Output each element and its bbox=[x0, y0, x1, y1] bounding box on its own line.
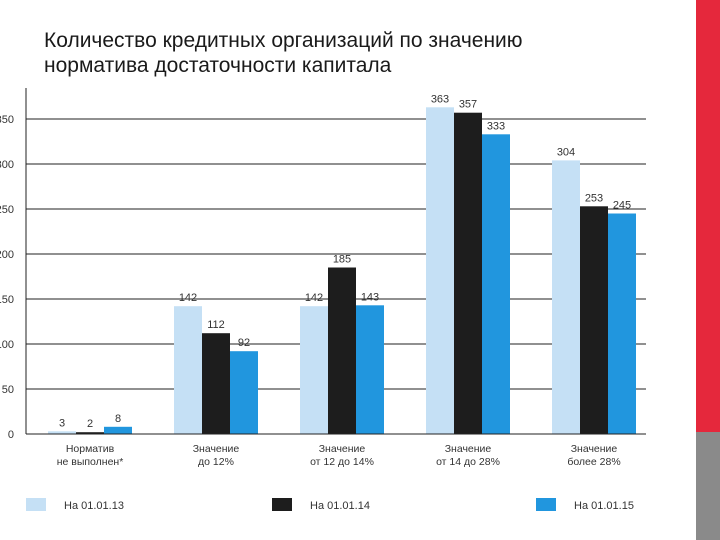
legend-label-1: На 01.01.13 bbox=[64, 500, 124, 512]
bar-3-1 bbox=[300, 306, 328, 434]
bar-2-3 bbox=[230, 351, 258, 434]
y-tick-label-150: 150 bbox=[0, 294, 14, 306]
y-tick-label-350: 350 bbox=[0, 114, 14, 126]
value-label-4-1: 363 bbox=[431, 93, 449, 105]
y-tick-label-100: 100 bbox=[0, 339, 14, 351]
value-label-4-3: 333 bbox=[487, 120, 505, 132]
bars bbox=[48, 107, 636, 435]
bar-4-3 bbox=[482, 134, 510, 435]
side-accent-red bbox=[696, 0, 720, 432]
value-label-2-2: 112 bbox=[207, 319, 225, 331]
value-label-5-3: 245 bbox=[613, 200, 631, 212]
y-tick-label-50: 50 bbox=[2, 384, 14, 396]
legend-swatch-2 bbox=[272, 498, 292, 511]
legend-label-2: На 01.01.14 bbox=[310, 500, 370, 512]
y-tick-label-300: 300 bbox=[0, 159, 14, 171]
category-label-2-line-2: до 12% bbox=[198, 456, 234, 468]
y-tick-label-0: 0 bbox=[8, 429, 14, 441]
value-label-4-2: 357 bbox=[459, 99, 477, 111]
category-label-4-line-2: от 14 до 28% bbox=[436, 456, 500, 468]
y-tick-label-200: 200 bbox=[0, 249, 14, 261]
value-label-2-1: 142 bbox=[179, 292, 197, 304]
bar-4-2 bbox=[454, 112, 482, 434]
bar-3-3 bbox=[356, 305, 384, 434]
page-title-line-1: Количество кредитных организаций по знач… bbox=[44, 29, 523, 52]
bar-4-1 bbox=[426, 107, 454, 435]
bar-5-2 bbox=[580, 206, 608, 434]
category-label-5-line-1: Значение bbox=[571, 443, 618, 455]
category-label-1-line-2: не выполнен* bbox=[57, 456, 124, 468]
category-label-1-line-1: Норматив bbox=[66, 443, 115, 455]
value-label-3-2: 185 bbox=[333, 254, 351, 266]
category-label-3-line-2: от 12 до 14% bbox=[310, 456, 374, 468]
page-title-line-2: норматива достаточности капитала bbox=[44, 54, 392, 77]
legend-label-3: На 01.01.15 bbox=[574, 500, 634, 512]
legend: На 01.01.13 На 01.01.14 На 01.01.15 bbox=[26, 498, 634, 512]
y-tick-label-250: 250 bbox=[0, 204, 14, 216]
value-label-3-3: 143 bbox=[361, 291, 379, 303]
legend-swatch-3 bbox=[536, 498, 556, 511]
value-label-1-2: 2 bbox=[87, 418, 93, 430]
side-accent-gray bbox=[696, 432, 720, 540]
value-label-2-3: 92 bbox=[238, 337, 250, 349]
bar-1-1 bbox=[48, 431, 76, 434]
value-label-5-1: 304 bbox=[557, 146, 575, 158]
bar-1-2 bbox=[76, 432, 104, 434]
category-label-2-line-1: Значение bbox=[193, 443, 240, 455]
value-label-1-1: 3 bbox=[59, 417, 65, 429]
bar-2-2 bbox=[202, 333, 230, 434]
value-label-3-1: 142 bbox=[305, 292, 323, 304]
legend-swatch-1 bbox=[26, 498, 46, 511]
bar-3-2 bbox=[328, 267, 356, 434]
value-label-5-2: 253 bbox=[585, 192, 603, 204]
value-label-1-3: 8 bbox=[115, 413, 121, 425]
value-labels: 3 2 8 142 112 92 142 185 143 363 357 333 304 253 245 bbox=[59, 93, 631, 430]
category-label-4-line-1: Значение bbox=[445, 443, 492, 455]
category-label-3-line-1: Значение bbox=[319, 443, 366, 455]
category-label-5-line-2: более 28% bbox=[567, 456, 620, 468]
bar-1-3 bbox=[104, 426, 132, 434]
bar-2-1 bbox=[174, 306, 202, 434]
page-title: Количество кредитных организаций по знач… bbox=[44, 28, 644, 78]
bar-chart: 3 2 8 142 112 92 142 185 143 363 357 333 304 253 245 0… bbox=[0, 86, 646, 516]
bar-5-1 bbox=[552, 160, 580, 434]
bar-5-3 bbox=[608, 213, 636, 434]
